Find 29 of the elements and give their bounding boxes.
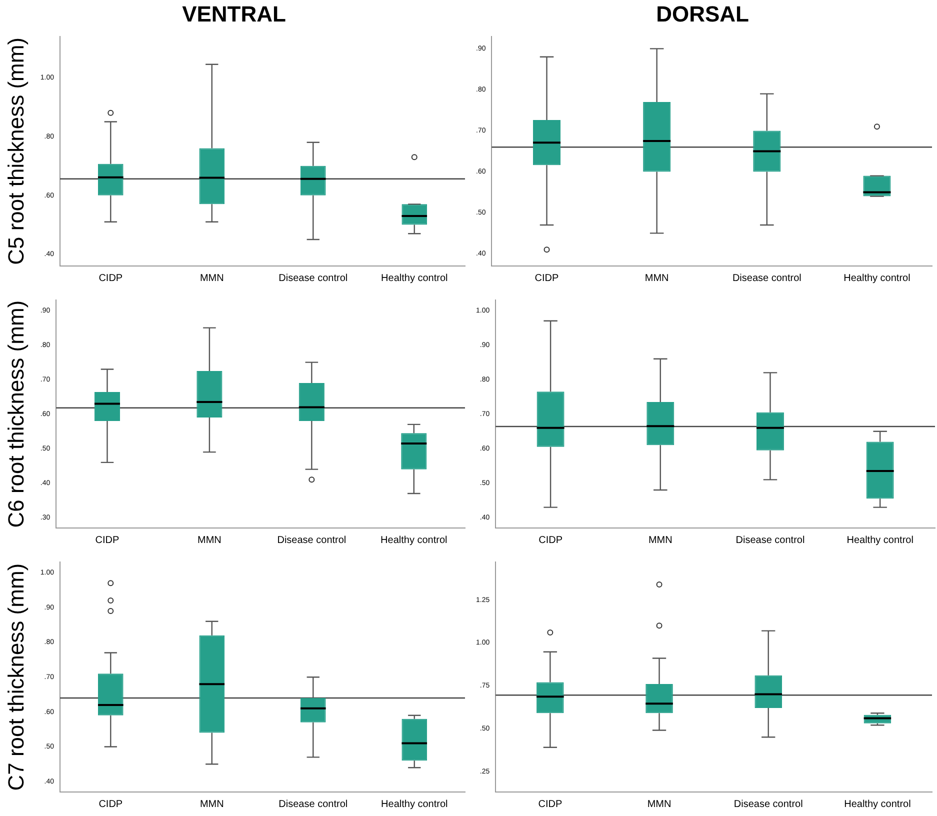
x-tick-label: Disease control [278, 272, 348, 284]
x-tick-label: Healthy control [380, 534, 448, 546]
x-tick-label: MMN [200, 798, 224, 810]
x-tick-label: Disease control [736, 534, 805, 546]
x-tick-label: CIDP [534, 272, 560, 284]
x-tick-label: Disease control [732, 272, 802, 284]
x-tick-label: Disease control [734, 798, 803, 810]
x-tick-label: Healthy control [381, 272, 448, 284]
y-axis-title: C6 root thickness (mm) [3, 300, 28, 528]
x-tick-label: Disease control [278, 798, 348, 810]
y-axis-title: C7 root thickness (mm) [3, 563, 28, 791]
x-tick-label: CIDP [95, 534, 120, 546]
x-tick-label: Disease control [277, 534, 346, 546]
x-tick-label: Healthy control [844, 272, 910, 284]
x-tick-label: Healthy control [381, 798, 448, 810]
x-tick-label: CIDP [98, 798, 123, 810]
x-tick-label: MMN [644, 272, 669, 284]
x-tick-label: CIDP [538, 798, 562, 810]
x-tick-label: MMN [200, 272, 224, 284]
x-tick-label: Healthy control [846, 534, 914, 546]
chart-title: VENTRAL [182, 1, 286, 26]
y-axis-title: C5 root thickness (mm) [3, 38, 28, 265]
chart-title: DORSAL [656, 1, 749, 26]
x-tick-label: MMN [647, 798, 672, 810]
x-tick-label: CIDP [98, 272, 123, 284]
x-tick-label: MMN [648, 534, 672, 546]
x-tick-label: MMN [198, 534, 222, 546]
x-tick-label: Healthy control [844, 798, 911, 810]
x-tick-label: CIDP [538, 534, 563, 546]
